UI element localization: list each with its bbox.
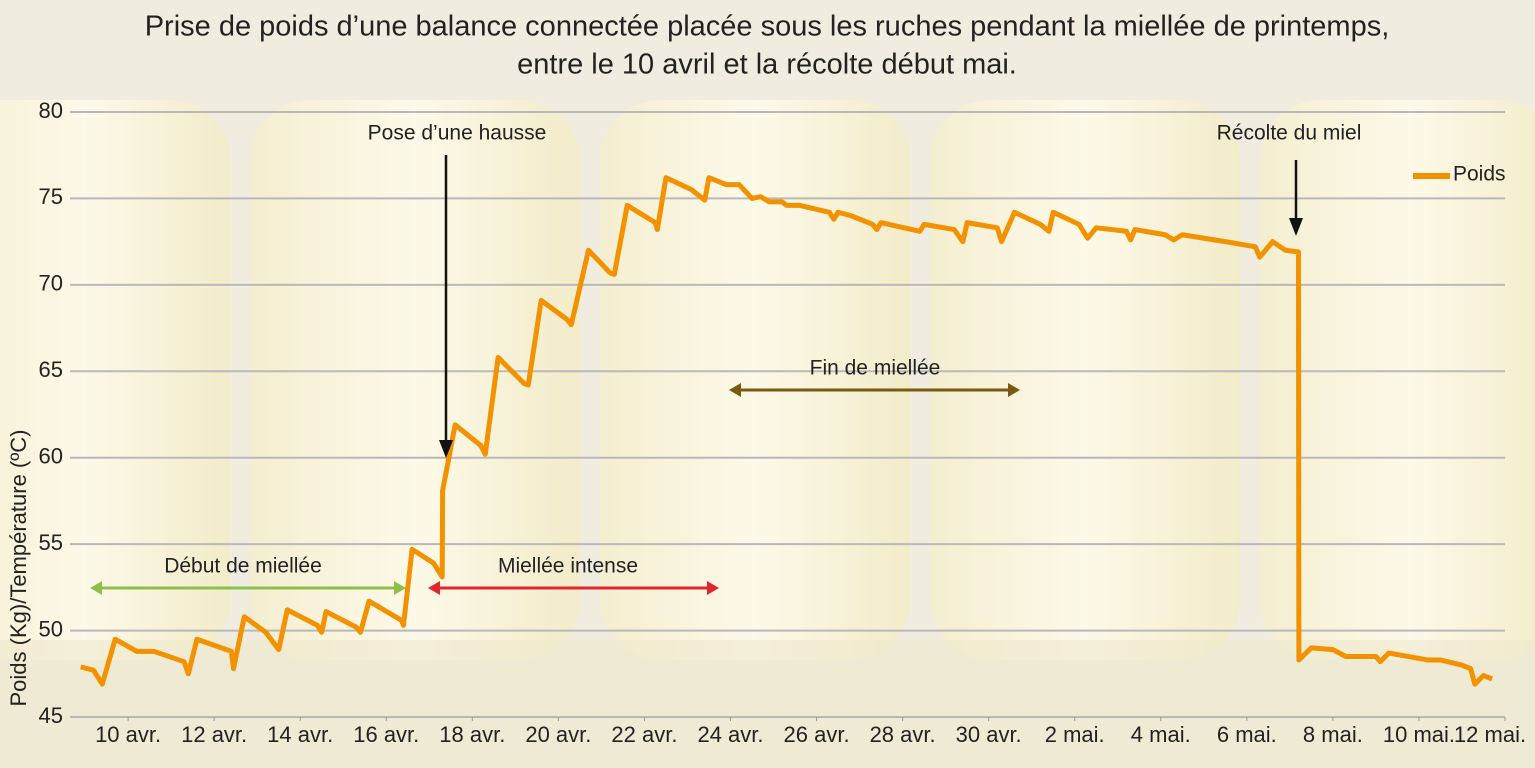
- x-tick-label: 30 avr.: [956, 722, 1022, 747]
- y-tick-label: 75: [39, 184, 63, 209]
- x-tick-label: 10 avr.: [95, 722, 161, 747]
- y-tick-label: 45: [39, 703, 63, 728]
- x-tick-label: 20 avr.: [525, 722, 591, 747]
- x-tick-label: 14 avr.: [267, 722, 333, 747]
- y-tick-label: 70: [39, 271, 63, 296]
- y-tick-label: 55: [39, 530, 63, 555]
- chart-title: entre le 10 avril et la récolte début ma…: [517, 49, 1017, 81]
- arrow-head: [1008, 383, 1020, 397]
- annotation: Fin de miellée: [810, 357, 941, 380]
- x-tick-label: 10 mai.: [1383, 722, 1455, 747]
- x-tick-label: 4 mai.: [1131, 722, 1191, 747]
- annotation: Récolte du miel: [1217, 122, 1362, 145]
- arrow-head: [394, 581, 406, 595]
- y-tick-label: 50: [39, 616, 63, 641]
- x-tick-label: 28 avr.: [870, 722, 936, 747]
- x-tick-label: 6 mai.: [1217, 722, 1277, 747]
- data-line: [80, 175, 1494, 687]
- x-tick-label: 18 avr.: [439, 722, 505, 747]
- x-tick-label: 22 avr.: [611, 722, 677, 747]
- annotation: Pose d’une hausse: [368, 122, 547, 145]
- x-tick-label: 24 avr.: [697, 722, 763, 747]
- y-axis-label: Poids (Kg)/Température (ºC): [6, 429, 31, 706]
- y-tick-label: 60: [39, 444, 63, 469]
- arrow-head: [1289, 218, 1303, 236]
- y-tick-label: 80: [39, 98, 63, 123]
- x-tick-label: 12 avr.: [181, 722, 247, 747]
- x-tick-label: 16 avr.: [353, 722, 419, 747]
- x-tick-label: 2 mai.: [1045, 722, 1105, 747]
- annotation: Miellée intense: [498, 555, 638, 578]
- arrow-head: [428, 581, 440, 595]
- arrow-head: [439, 440, 453, 458]
- x-tick-label: 26 avr.: [784, 722, 850, 747]
- arrow-head: [707, 581, 719, 595]
- legend-label: Poids: [1453, 163, 1506, 186]
- x-tick-label: 8 mai.: [1303, 722, 1363, 747]
- arrow-head: [90, 581, 102, 595]
- annotation: Début de miellée: [164, 555, 322, 578]
- x-tick-label: 12 mai.: [1454, 722, 1526, 747]
- chart-title: Prise de poids d’une balance connectée p…: [145, 11, 1390, 43]
- y-tick-label: 65: [39, 357, 63, 382]
- arrow-head: [729, 383, 741, 397]
